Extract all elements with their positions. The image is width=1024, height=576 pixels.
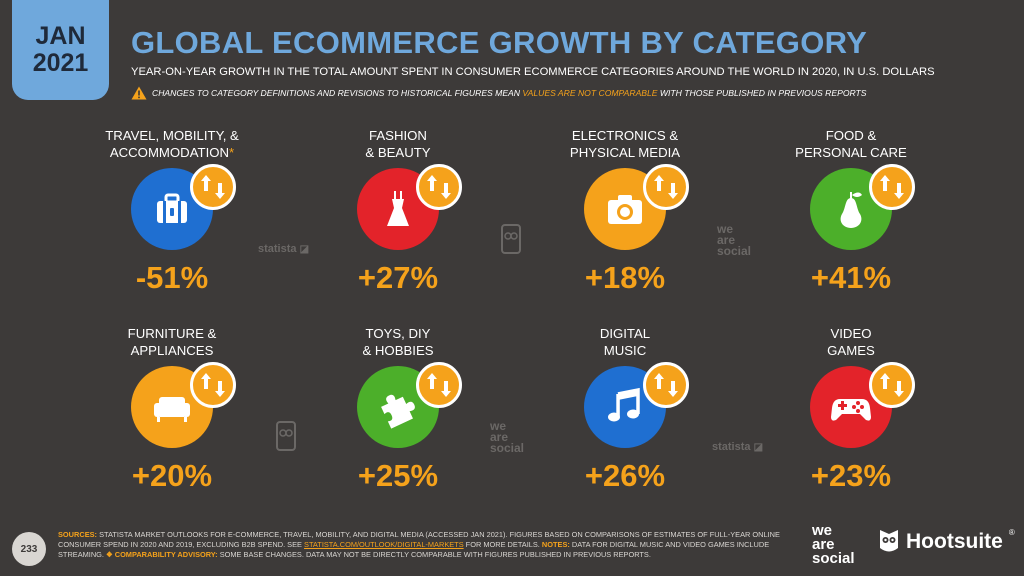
category-label: TRAVEL, MOBILITY, & ACCOMMODATION*: [105, 128, 239, 160]
category-label: FURNITURE & APPLIANCES: [127, 326, 217, 358]
notes-text: DATA FOR DIGITAL MUSIC AND VIDEO GAMES I…: [58, 540, 770, 560]
up-down-arrows-icon: [416, 362, 462, 408]
hootsuite-wordmark: Hootsuite: [906, 530, 1003, 553]
up-down-arrows-icon: [869, 362, 915, 408]
notes-key: NOTES:: [541, 540, 570, 550]
suitcase-icon: [149, 186, 195, 232]
warning-icon: [131, 86, 147, 100]
advisory-key: ❖ COMPARABILITY ADVISORY:: [106, 550, 218, 560]
up-down-arrows-icon: [869, 164, 915, 210]
category-label: VIDEO GAMES: [827, 326, 875, 358]
comparability-warning: CHANGES TO CATEGORY DEFINITIONS AND REVI…: [131, 86, 867, 100]
up-down-arrows-icon: [643, 164, 689, 210]
warning-text-pre: CHANGES TO CATEGORY DEFINITIONS AND REVI…: [152, 88, 523, 98]
up-down-arrows-icon: [643, 362, 689, 408]
category-label: FOOD & PERSONAL CARE: [795, 128, 907, 160]
growth-value: +41%: [810, 260, 892, 295]
dress-icon: [375, 186, 421, 232]
category-label: ELECTRONICS & PHYSICAL MEDIA: [569, 128, 681, 160]
growth-value: +18%: [584, 260, 666, 295]
we-are-social-watermark: we are social: [717, 222, 752, 258]
growth-value: +26%: [584, 458, 666, 493]
sources-text: STATISTA MARKET OUTLOOKS FOR E-COMMERCE,…: [58, 530, 780, 550]
up-down-arrows-icon: [190, 164, 236, 210]
sources-more: FOR MORE DETAILS.: [463, 540, 542, 550]
warning-text-highlight: VALUES ARE NOT COMPARABLE: [522, 88, 658, 98]
growth-value: +25%: [357, 458, 439, 493]
statista-watermark: statista ◪: [712, 441, 764, 453]
sources-link[interactable]: STATISTA.COM/OUTLOOK/DIGITAL-MARKETS: [304, 540, 464, 550]
camera-icon: [602, 186, 648, 232]
up-down-arrows-icon: [416, 164, 462, 210]
page-subtitle: YEAR-ON-YEAR GROWTH IN THE TOTAL AMOUNT …: [131, 66, 935, 78]
owl-watermark-icon: [501, 224, 521, 254]
growth-value: +27%: [357, 260, 439, 295]
date-month: JAN: [35, 22, 86, 50]
owl-logo-icon: [880, 530, 898, 552]
page-title: GLOBAL ECOMMERCE GROWTH BY CATEGORY: [131, 25, 868, 60]
owl-watermark-icon: [276, 421, 296, 451]
asterisk-marker: *: [229, 145, 235, 160]
advisory-text: SOME BASE CHANGES. DATA MAY NOT BE DIREC…: [217, 550, 651, 560]
page-number: 233: [12, 532, 46, 566]
warning-text-post: WITH THOSE PUBLISHED IN PREVIOUS REPORTS: [657, 88, 867, 98]
puzzle-piece-icon: [375, 384, 421, 430]
sofa-icon: [149, 384, 195, 430]
music-note-icon: [602, 384, 648, 430]
sources-key: SOURCES:: [58, 530, 98, 539]
category-label: FASHION & BEAUTY: [365, 128, 431, 160]
up-down-arrows-icon: [190, 362, 236, 408]
category-label: TOYS, DIY & HOBBIES: [362, 326, 434, 358]
gamepad-icon: [828, 384, 874, 430]
date-year: 2021: [32, 49, 89, 77]
growth-value: +23%: [810, 458, 892, 493]
growth-value: -51%: [135, 260, 209, 295]
we-are-social-logo: we are social: [812, 522, 855, 567]
date-tab: JAN 2021: [12, 0, 109, 100]
pear-icon: [828, 186, 874, 232]
growth-value: +20%: [131, 458, 213, 493]
we-are-social-watermark: we are social: [490, 419, 525, 455]
hootsuite-logo: Hootsuite ®: [878, 528, 1015, 556]
sources-note: SOURCES: STATISTA MARKET OUTLOOKS FOR E-…: [58, 530, 798, 561]
statista-watermark: statista ◪: [258, 243, 310, 255]
category-label: DIGITAL MUSIC: [599, 326, 651, 358]
